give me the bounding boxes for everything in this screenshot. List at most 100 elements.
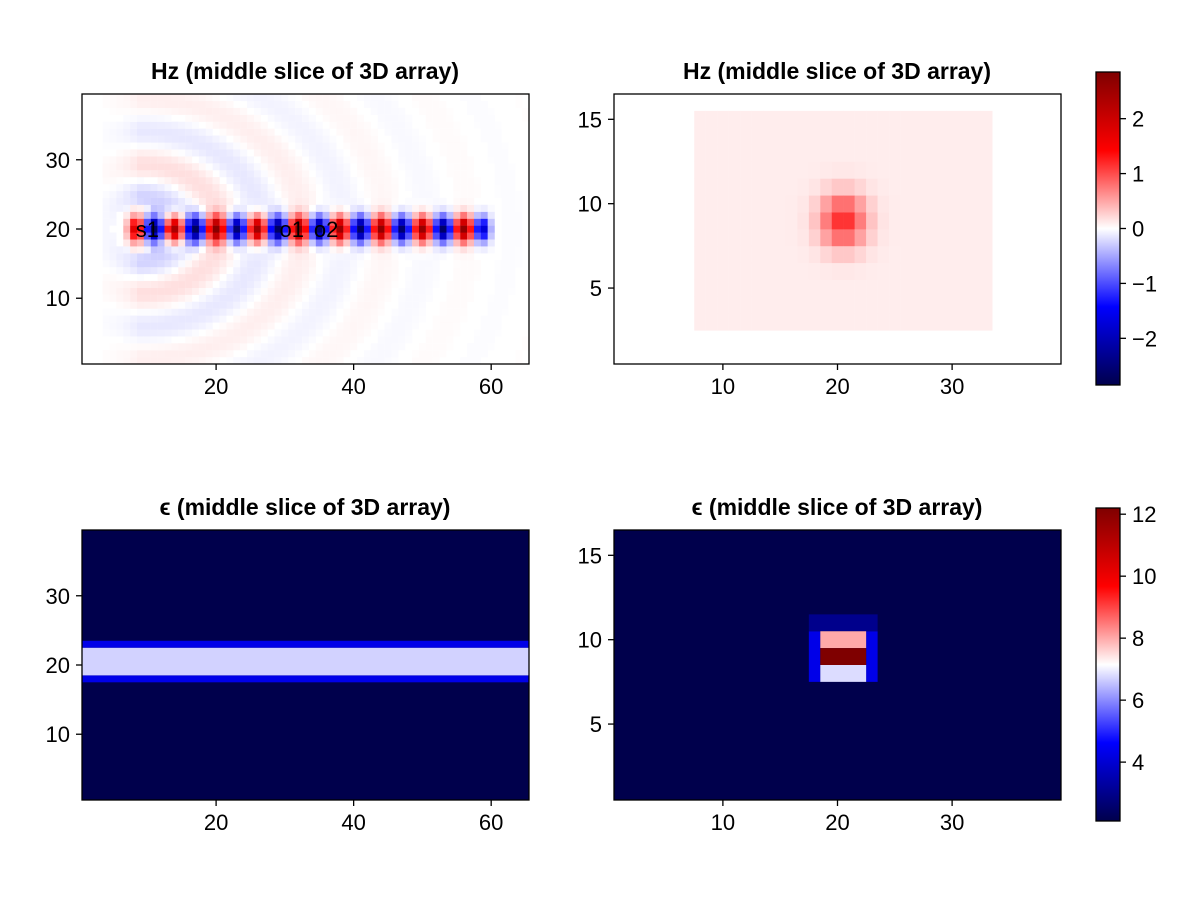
heatmap-cell	[205, 301, 213, 309]
x-tick-label: 20	[825, 810, 849, 835]
heatmap-cell	[164, 232, 172, 240]
heatmap-cell	[446, 225, 454, 233]
heatmap-cell	[751, 161, 764, 179]
heatmap-cell	[150, 315, 158, 323]
heatmap-cell	[357, 225, 365, 233]
heatmap-cell	[185, 135, 193, 143]
heatmap-cell	[260, 190, 268, 198]
heatmap-cell	[315, 211, 323, 219]
heatmap-cell	[808, 127, 821, 145]
heatmap-cell	[425, 253, 433, 261]
heatmap-cell	[446, 232, 454, 240]
heatmap-cell	[322, 287, 330, 295]
heatmap-cell	[240, 218, 248, 226]
heatmap-cell	[274, 280, 282, 288]
heatmap-cell	[357, 190, 365, 198]
heatmap-cell	[432, 322, 440, 330]
heatmap-cell	[357, 149, 365, 157]
heatmap-cell	[501, 197, 509, 205]
heatmap-cell	[751, 144, 764, 162]
heatmap-cell	[150, 260, 158, 268]
heatmap-cell	[370, 232, 378, 240]
heatmap-cell	[877, 178, 890, 196]
heatmap-cell	[831, 127, 844, 145]
heatmap-cell	[425, 156, 433, 164]
heatmap-cell	[116, 329, 124, 337]
heatmap-cell	[130, 204, 138, 212]
heatmap-cell	[212, 156, 220, 164]
heatmap-cell	[212, 294, 220, 302]
heatmap-cell	[425, 350, 433, 358]
heatmap-cell	[322, 246, 330, 254]
heatmap-cell	[900, 144, 913, 162]
heatmap-cell	[336, 149, 344, 157]
heatmap-cell	[171, 294, 179, 302]
heatmap-cell	[820, 262, 832, 280]
heatmap-cell	[363, 280, 371, 288]
heatmap-cell	[501, 170, 509, 178]
heatmap-cell	[157, 239, 165, 247]
heatmap-cell	[453, 142, 461, 150]
heatmap-cell	[763, 161, 775, 179]
heatmap-cell	[343, 156, 351, 164]
heatmap-cell	[923, 279, 936, 297]
heatmap-cell	[288, 218, 296, 226]
heatmap-cell	[240, 287, 248, 295]
heatmap-cell	[308, 94, 316, 102]
heatmap-cell	[157, 232, 165, 240]
heatmap-cell	[343, 114, 351, 122]
heatmap-cell	[363, 204, 371, 212]
heatmap-cell	[240, 156, 248, 164]
heatmap-cell	[336, 246, 344, 254]
heatmap-cell	[185, 156, 193, 164]
heatmap-cell	[123, 287, 131, 295]
heatmap-cell	[418, 267, 426, 275]
heatmap-cell	[157, 149, 165, 157]
heatmap-cell	[109, 170, 117, 178]
heatmap-cell	[253, 142, 261, 150]
heatmap-cell	[137, 308, 145, 316]
heatmap-cell	[185, 142, 193, 150]
heatmap-cell	[233, 128, 241, 136]
heatmap-cell	[198, 114, 206, 122]
heatmap-cell	[219, 149, 227, 157]
heatmap-cell	[233, 357, 241, 364]
heatmap-cell	[157, 211, 165, 219]
heatmap-cell	[219, 315, 227, 323]
heatmap-cell	[866, 296, 878, 314]
heatmap-cell	[157, 170, 165, 178]
heatmap-cell	[178, 239, 186, 247]
heatmap-cell	[705, 161, 718, 179]
heatmap-cell	[808, 313, 821, 331]
heatmap-cell	[143, 190, 151, 198]
heatmap-cell	[370, 315, 378, 323]
heatmap-cell	[267, 357, 275, 364]
heatmap-cell	[308, 114, 316, 122]
heatmap-cell	[467, 177, 475, 185]
heatmap-cell	[150, 287, 158, 295]
heatmap-cell	[247, 197, 255, 205]
heatmap-cell	[480, 128, 488, 136]
heatmap-cell	[198, 260, 206, 268]
heatmap-cell	[274, 163, 282, 171]
heatmap-cell	[453, 329, 461, 337]
heatmap-cell	[980, 296, 993, 314]
heatmap-cell	[405, 142, 413, 150]
heatmap-cell	[384, 100, 392, 108]
heatmap-cell	[763, 144, 775, 162]
heatmap-cell	[843, 144, 855, 162]
heatmap-cell	[185, 308, 193, 316]
heatmap-cell	[247, 253, 255, 261]
heatmap-cell	[322, 232, 330, 240]
heatmap-cell	[164, 149, 172, 157]
heatmap-cell	[329, 287, 337, 295]
heatmap-cell	[205, 287, 213, 295]
heatmap-cell	[900, 212, 913, 230]
heatmap-cell	[233, 94, 241, 102]
heatmap-cell	[377, 107, 385, 115]
heatmap-cell	[391, 218, 399, 226]
heatmap-cell	[157, 260, 165, 268]
heatmap-cell	[843, 161, 855, 179]
heatmap-cell	[357, 336, 365, 344]
